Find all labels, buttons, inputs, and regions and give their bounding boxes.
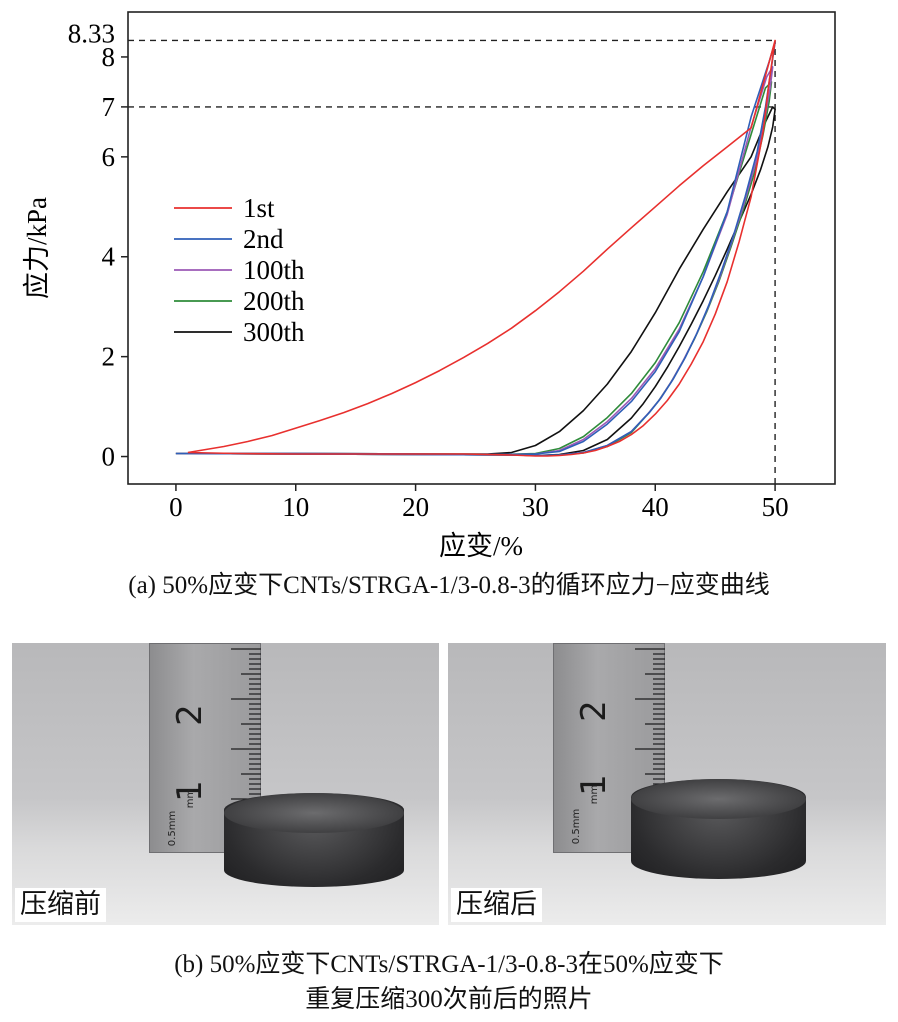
y-tick-label: 8 [102,42,116,72]
plot-frame [127,11,836,485]
x-tick-label: 20 [402,492,429,522]
x-tick-label: 40 [642,492,669,522]
ruler-unit: 0.5mm [167,810,179,847]
legend-label-100th: 100th [243,255,305,285]
photo-label-after: 压缩后 [451,888,542,922]
stress-strain-chart: 0 10 20 30 40 50 0 2 4 6 7 88.33 应变/% 应力/kPa 1st2n… [22,11,836,561]
y-tick-label: 7 [102,92,116,122]
y-axis-ticks: 0 2 4 6 7 88.33 [68,18,128,472]
legend-label-1st: 1st [243,193,275,223]
y-tick-label: 6 [102,142,116,172]
sample-after [631,779,806,879]
sample-top-surface [631,779,806,819]
photo-after: 2 1 0.5mm mm 压缩后 [448,643,886,925]
y-tick-label: 0 [102,442,116,472]
caption-a: (a) 50%应变下CNTs/STRGA-1/3-0.8-3的循环应力−应变曲线 [128,572,770,599]
sample-top-surface [224,793,404,833]
legend-label-2nd: 2nd [243,224,284,254]
x-axis-label: 应变/% [439,531,523,561]
series-line-1st [187,39,776,457]
x-axis-ticks: 0 10 20 30 40 50 [169,484,789,522]
ruler-number-2: 2 [169,704,210,726]
ruler-unit: 0.5mm [571,808,583,845]
y-tick-label-special: 8.33 [68,18,115,48]
photo-before: 2 1 0.5mm mm 压缩前 [12,643,439,925]
sample-before [224,793,404,887]
ruler-unit-mm: mm [185,788,197,809]
legend-label-200th: 200th [243,286,305,316]
x-tick-label: 10 [282,492,309,522]
x-tick-label: 0 [169,492,183,522]
legend-label-300th: 300th [243,317,305,347]
photo-label-before: 压缩前 [15,888,106,922]
series-layer [175,39,776,457]
series-line-300th [175,106,776,457]
reference-lines [128,39,776,484]
x-tick-label: 30 [522,492,549,522]
y-tick-label: 4 [102,242,116,272]
y-axis-label: 应力/kPa [22,197,52,299]
x-tick-label: 50 [762,492,789,522]
y-tick-label: 2 [102,342,116,372]
ruler-unit-mm: mm [589,784,601,805]
ruler-number-2: 2 [573,700,614,722]
caption-b-line2: 重复压缩300次前后的照片 [305,986,593,1013]
caption-b-line1: (b) 50%应变下CNTs/STRGA-1/3-0.8-3在50%应变下 [174,951,724,978]
